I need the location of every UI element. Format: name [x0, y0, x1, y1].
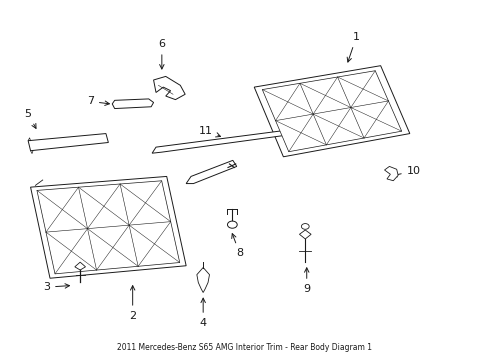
Polygon shape	[254, 66, 409, 157]
Text: 2011 Mercedes-Benz S65 AMG Interior Trim - Rear Body Diagram 1: 2011 Mercedes-Benz S65 AMG Interior Trim…	[117, 343, 371, 352]
Text: 6: 6	[158, 39, 165, 69]
Polygon shape	[30, 176, 186, 278]
Text: 9: 9	[303, 268, 310, 294]
Polygon shape	[299, 230, 310, 239]
Text: 10: 10	[392, 166, 420, 177]
Text: 8: 8	[231, 234, 243, 258]
Text: 4: 4	[199, 298, 206, 328]
Polygon shape	[384, 166, 397, 181]
Polygon shape	[186, 160, 236, 184]
Text: 7: 7	[87, 96, 109, 107]
Text: 1: 1	[346, 32, 359, 62]
Text: 2: 2	[129, 286, 136, 321]
Text: 11: 11	[198, 126, 220, 137]
Polygon shape	[152, 130, 292, 153]
Circle shape	[227, 221, 237, 228]
Polygon shape	[153, 76, 185, 100]
Polygon shape	[197, 267, 209, 293]
Polygon shape	[112, 99, 153, 109]
Text: 3: 3	[43, 282, 69, 292]
Circle shape	[301, 224, 308, 229]
Polygon shape	[37, 181, 180, 274]
Polygon shape	[28, 134, 108, 151]
Polygon shape	[75, 262, 85, 270]
Text: 5: 5	[24, 109, 36, 129]
Polygon shape	[262, 71, 401, 152]
